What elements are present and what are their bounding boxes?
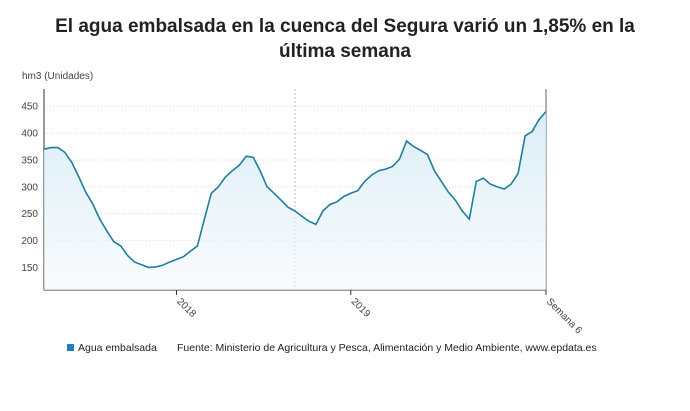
- y-tick-label: 350: [21, 155, 38, 166]
- y-tick-label: 300: [21, 182, 38, 193]
- x-tick-label: 2018: [174, 296, 198, 320]
- x-tick-label: 2019: [349, 296, 373, 320]
- x-tick-label: Semana 6: [544, 296, 584, 336]
- chart-title: El agua embalsada en la cuenca del Segur…: [55, 16, 635, 37]
- legend-label: Agua embalsada: [78, 342, 157, 354]
- y-tick-label: 250: [21, 209, 38, 220]
- y-tick-label: 450: [21, 102, 38, 113]
- y-tick-label: 400: [21, 129, 38, 140]
- area: [44, 111, 546, 290]
- y-tick-label: 200: [21, 236, 38, 247]
- y-axis-label: hm3 (Unidades): [22, 71, 93, 82]
- line: [43, 111, 547, 269]
- y-tick-label: 150: [21, 263, 38, 274]
- source: Fuente: Ministerio de Agricultura y Pesc…: [177, 342, 597, 354]
- chart-title: última semana: [279, 41, 411, 62]
- legend-swatch: [67, 344, 74, 351]
